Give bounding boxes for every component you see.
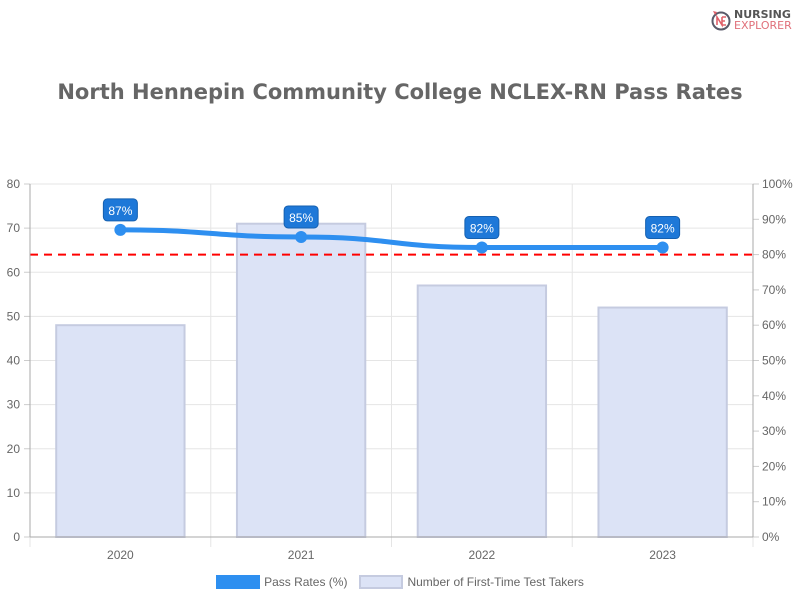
y-tick-label-left: 70	[7, 221, 21, 235]
y-tick-label-left: 0	[13, 530, 20, 544]
x-tick-label: 2020	[107, 548, 134, 562]
y-tick-label-right: 40%	[762, 389, 786, 403]
y-tick-label-left: 50	[7, 309, 21, 323]
data-label: 87%	[108, 204, 132, 218]
bar	[55, 324, 186, 539]
data-label-box	[464, 216, 500, 240]
bar	[416, 284, 548, 538]
logo-line2: EXPLORER	[734, 19, 792, 32]
logo-line1: NURSING	[734, 8, 791, 21]
y-tick-label-right: 50%	[762, 354, 786, 368]
data-label: 82%	[470, 222, 494, 236]
y-tick-label-left: 60	[7, 265, 21, 279]
y-tick-label-left: 20	[7, 442, 21, 456]
y-tick-label-left: 80	[7, 177, 21, 191]
x-tick-label: 2023	[649, 548, 676, 562]
bar	[597, 306, 728, 538]
data-label: 82%	[651, 222, 675, 236]
y-tick-label-right: 100%	[762, 177, 793, 191]
logo-icon	[711, 11, 731, 31]
legend: Pass Rates (%) Number of First-Time Test…	[0, 575, 800, 589]
y-tick-label-right: 60%	[762, 318, 786, 332]
pass-rate-point	[475, 241, 488, 254]
y-tick-label-left: 40	[7, 354, 21, 368]
data-label-box	[645, 216, 681, 240]
x-tick-label: 2021	[288, 548, 315, 562]
y-tick-label-right: 90%	[762, 212, 786, 226]
data-label: 85%	[289, 211, 313, 225]
pass-rate-point	[656, 241, 669, 254]
x-tick-label: 2022	[469, 548, 496, 562]
y-tick-label-right: 70%	[762, 283, 786, 297]
y-tick-label-left: 10	[7, 486, 21, 500]
chart-title: North Hennepin Community College NCLEX-R…	[57, 80, 743, 104]
y-tick-label-right: 20%	[762, 459, 786, 473]
pass-rate-line	[120, 227, 663, 251]
nursing-explorer-logo: NURSING EXPLORER	[710, 9, 792, 31]
y-tick-label-right: 0%	[762, 530, 780, 544]
y-tick-label-right: 80%	[762, 248, 786, 262]
data-label-box	[102, 198, 138, 222]
legend-item-test-takers[interactable]: Number of First-Time Test Takers	[359, 575, 584, 589]
bar	[235, 222, 367, 538]
data-label-box	[283, 205, 319, 229]
legend-label: Pass Rates (%)	[264, 575, 348, 589]
legend-item-pass-rates[interactable]: Pass Rates (%)	[216, 575, 347, 589]
legend-swatch	[359, 575, 404, 589]
y-tick-label-right: 10%	[762, 495, 786, 509]
y-tick-label-left: 30	[7, 398, 21, 412]
y-tick-label-right: 30%	[762, 424, 786, 438]
pass-rate-point	[295, 230, 308, 243]
pass-rate-point	[114, 223, 127, 236]
legend-swatch	[216, 575, 261, 589]
legend-label: Number of First-Time Test Takers	[407, 575, 584, 589]
